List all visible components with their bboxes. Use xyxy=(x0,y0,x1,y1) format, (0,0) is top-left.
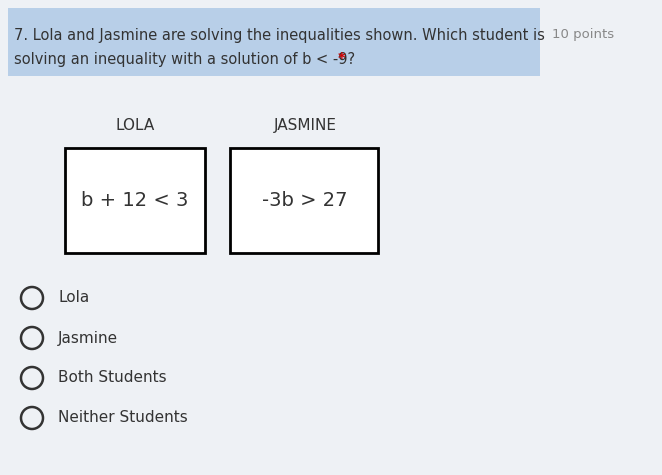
Text: JASMINE: JASMINE xyxy=(273,118,336,133)
Text: solving an inequality with a solution of b < -9?: solving an inequality with a solution of… xyxy=(14,52,355,67)
Text: -3b > 27: -3b > 27 xyxy=(262,191,348,210)
Bar xyxy=(230,148,378,253)
Text: LOLA: LOLA xyxy=(115,118,155,133)
Text: Jasmine: Jasmine xyxy=(58,331,118,345)
Bar xyxy=(8,8,540,76)
Text: *: * xyxy=(338,52,346,67)
Text: 7. Lola and Jasmine are solving the inequalities shown. Which student is: 7. Lola and Jasmine are solving the ineq… xyxy=(14,28,545,43)
Text: b + 12 < 3: b + 12 < 3 xyxy=(81,191,189,210)
Text: Both Students: Both Students xyxy=(58,370,167,386)
Bar xyxy=(65,148,205,253)
Text: 10 points: 10 points xyxy=(552,28,614,41)
Text: Neither Students: Neither Students xyxy=(58,410,188,426)
Text: Lola: Lola xyxy=(58,291,89,305)
